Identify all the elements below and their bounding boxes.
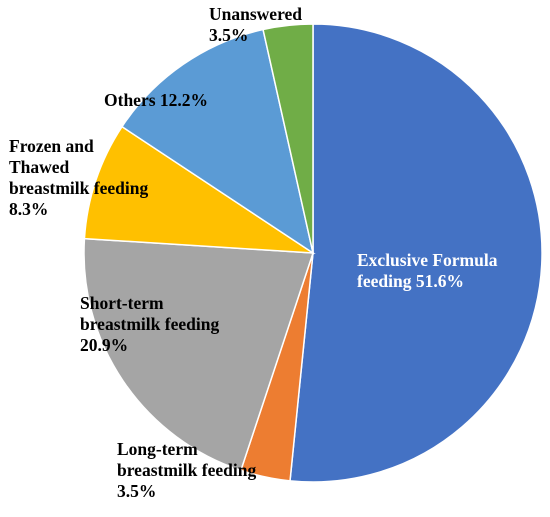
slice-label-line: Thawed: [9, 157, 70, 177]
slice-label-line: breastmilk feeding: [117, 460, 256, 480]
slice-label-line: 8.3%: [9, 199, 48, 219]
slice-label-line: Others 12.2%: [104, 90, 208, 110]
slice-label-line: 20.9%: [80, 335, 128, 355]
slice-label-short-term: Short-term breastmilk feeding 20.9%: [80, 293, 219, 355]
slice-label-line: feeding 51.6%: [357, 271, 464, 291]
slice-label-line: Long-term: [117, 439, 198, 459]
slice-label-line: breastmilk feeding: [9, 178, 148, 198]
pie-slice-others: [120, 28, 315, 255]
slice-label-line: Unanswered: [209, 4, 302, 24]
slice-label-line: Short-term: [80, 293, 164, 313]
pie-slice-exclusive-formula: [289, 23, 543, 483]
slice-label-long-term: Long-term breastmilk feeding 3.5%: [117, 439, 256, 501]
slice-label-frozen-thawed: Frozen and Thawed breastmilk feeding 8.3%: [9, 136, 148, 219]
slice-label-others: Others 12.2%: [104, 90, 208, 110]
slice-label-line: 3.5%: [117, 481, 156, 501]
slice-label-unanswered: Unanswered 3.5%: [209, 4, 302, 45]
slice-label-exclusive-formula: Exclusive Formula feeding 51.6%: [357, 250, 498, 291]
pie-slice-frozen-thawed: [83, 125, 316, 254]
slice-label-line: Frozen and: [9, 136, 94, 156]
slice-label-line: breastmilk feeding: [80, 314, 219, 334]
slice-label-line: 3.5%: [209, 25, 248, 45]
pie-slice-unanswered: [262, 23, 314, 254]
pie-slice-short-term: [83, 237, 315, 472]
slice-label-line: Exclusive Formula: [357, 250, 498, 270]
